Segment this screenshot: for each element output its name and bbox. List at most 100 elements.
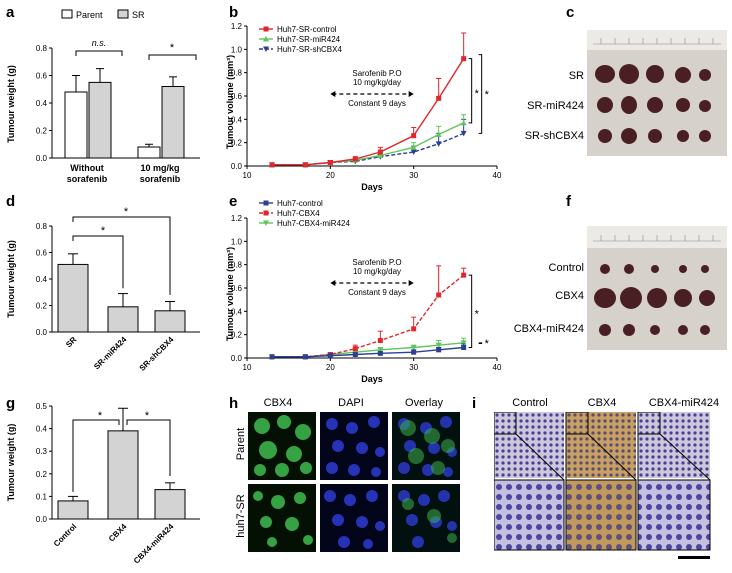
panel-label-h: h bbox=[229, 395, 239, 412]
chart-e-y-tick-label: 0.6 bbox=[231, 284, 243, 293]
chart-e-y-label: Tumour volume (mm³) bbox=[225, 247, 235, 341]
chart-b-point bbox=[436, 95, 442, 101]
chart-e-point bbox=[352, 352, 358, 357]
chart-b-series-line bbox=[272, 58, 465, 166]
chart-e-tumour-volume: 0.0 0.2 0.4 0.6 0.8 1.0 1.2 10 20 30 40 Days Tumour … bbox=[225, 199, 502, 384]
chart-b-y-tick-label: 0.4 bbox=[231, 115, 243, 124]
chart-e-point bbox=[377, 338, 383, 343]
chart-b-point bbox=[411, 133, 417, 139]
chart-b-x-label: Days bbox=[361, 182, 383, 192]
chart-b-series-line bbox=[272, 122, 464, 166]
chart-a-bar bbox=[64, 91, 88, 159]
chart-b-series-line bbox=[272, 132, 464, 166]
chart-e-x-tick-label: 10 bbox=[243, 363, 252, 372]
chart-d-bar bbox=[154, 310, 186, 333]
chart-b-legend-label: Huh7-SR-control bbox=[277, 25, 337, 34]
chart-e-x-tick-label: 30 bbox=[409, 363, 418, 372]
chart-e-annotation-arrowhead bbox=[408, 280, 414, 286]
chart-e-annotation-arrowhead bbox=[330, 280, 336, 286]
chart-b-point bbox=[410, 149, 417, 155]
photo-f-row-label-3: CBX4-miR424 bbox=[513, 323, 584, 335]
chart-b-legend-marker bbox=[263, 46, 269, 52]
panel-label-b: b bbox=[229, 4, 239, 21]
chart-e-annotation: Constant 9 days bbox=[348, 288, 406, 297]
chart-b-point bbox=[377, 152, 384, 158]
chart-e-legend-label: Huh7-control bbox=[277, 199, 323, 208]
chart-e-y-tick-label: 0.0 bbox=[231, 354, 243, 363]
chart-b-y-tick-label: 0.0 bbox=[231, 162, 243, 171]
chart-e-y-tick-label: 0.2 bbox=[231, 331, 243, 340]
chart-e-series-line bbox=[272, 346, 464, 358]
panel-label-d: d bbox=[6, 193, 16, 210]
chart-d-y-tick-label: 0.6 bbox=[36, 249, 48, 258]
chart-g-sig-label: * bbox=[145, 410, 150, 422]
chart-d-sig-bracket bbox=[72, 216, 171, 295]
chart-g-y-label: Tumour weight (g) bbox=[6, 424, 16, 502]
photo-f-row-label-2: CBX4 bbox=[555, 290, 584, 302]
tumour-photo-f bbox=[587, 226, 727, 350]
chart-e-legend-marker bbox=[263, 200, 269, 206]
ihc-col-label-3: CBX4-miR424 bbox=[648, 397, 720, 409]
chart-g-bar bbox=[57, 500, 89, 520]
chart-a-y-tick-label: 0.4 bbox=[36, 99, 48, 108]
chart-b-x-tick-label: 30 bbox=[409, 171, 418, 180]
chart-e-annotation: Sarofenib P.O bbox=[352, 258, 401, 267]
ihc-col-label-2: CBX4 bbox=[587, 397, 617, 409]
chart-d-x-tick-label: SR bbox=[64, 335, 78, 349]
panel-label-c: c bbox=[566, 4, 575, 21]
chart-b-point bbox=[435, 131, 442, 137]
chart-b-legend-marker bbox=[263, 36, 269, 42]
chart-e-annotation: 10 mg/kg/day bbox=[353, 267, 401, 276]
chart-e-y-tick-label: 0.8 bbox=[231, 261, 243, 270]
chart-b-sig-label: * bbox=[485, 89, 490, 101]
chart-a-y-tick-label: 0.0 bbox=[36, 154, 48, 163]
photo-c-row-label-1: SR bbox=[568, 70, 584, 82]
chart-b-annotation: 10 mg/kg/day bbox=[353, 78, 401, 87]
chart-g-sig-bracket bbox=[126, 419, 171, 477]
chart-a-x-tick-label: Without bbox=[70, 163, 103, 173]
chart-g-x-tick-label: CBX4-miR424 bbox=[132, 522, 176, 566]
chart-b-annotation: Constant 9 days bbox=[348, 99, 406, 108]
chart-g-x-tick-label: CBX4 bbox=[107, 522, 129, 544]
chart-g-x-tick-label: Control bbox=[52, 522, 78, 548]
chart-d-y-label: Tumour weight (g) bbox=[6, 240, 16, 318]
chart-e-sig-bracket bbox=[478, 342, 483, 344]
chart-e-legend-marker bbox=[263, 220, 269, 226]
chart-b-annotation-arrowhead bbox=[330, 91, 336, 97]
chart-b-sig-bracket bbox=[468, 58, 473, 124]
chart-e-x-tick-label: 20 bbox=[326, 363, 335, 372]
chart-e-point bbox=[410, 345, 417, 351]
chart-d-bar bbox=[107, 306, 139, 333]
microscopy-row-label-1-wrap: Parent bbox=[234, 412, 248, 480]
chart-e-point bbox=[436, 292, 442, 298]
chart-e-point bbox=[269, 354, 275, 360]
photo-c-row-label-2: SR-miR424 bbox=[527, 100, 584, 112]
chart-g-y-tick-label: 0.0 bbox=[36, 515, 48, 524]
ihc-staining-grid bbox=[494, 412, 711, 559]
chart-d-sig-label: * bbox=[124, 206, 129, 218]
chart-a-y-tick-label: 0.6 bbox=[36, 72, 48, 81]
chart-e-legend-marker bbox=[263, 210, 269, 216]
chart-a-sig-label: n.s. bbox=[92, 38, 107, 48]
chart-d-x-tick-label: SR-shCBX4 bbox=[138, 335, 176, 373]
fluorescence-microscopy-grid bbox=[248, 412, 460, 552]
chart-e-y-tick-label: 0.4 bbox=[231, 307, 243, 316]
chart-e-point bbox=[302, 354, 308, 360]
chart-e-point bbox=[461, 345, 467, 350]
chart-g-y-tick-label: 0.2 bbox=[36, 470, 48, 479]
chart-b-legend-label: Huh7-SR-shCBX4 bbox=[277, 45, 342, 54]
chart-e-point bbox=[377, 350, 383, 356]
chart-b-y-tick-label: 0.8 bbox=[231, 69, 243, 78]
chart-a-tumour-weight: 0.0 0.2 0.4 0.6 0.8 Tumour weight (g) Parent SR… bbox=[6, 9, 200, 184]
chart-a-bar bbox=[161, 86, 185, 159]
chart-b-point bbox=[302, 162, 308, 168]
chart-a-y-tick-label: 0.2 bbox=[36, 127, 48, 136]
chart-e-x-tick-label: 40 bbox=[493, 363, 502, 372]
chart-e-point bbox=[436, 347, 442, 353]
chart-a-x-tick-label: sorafenib bbox=[140, 174, 181, 184]
microscopy-row-label-2: huh7-SR bbox=[235, 494, 247, 538]
chart-g-bar bbox=[107, 430, 139, 520]
panel-label-g: g bbox=[6, 395, 16, 412]
chart-b-point bbox=[377, 149, 383, 155]
panel-label-a: a bbox=[6, 4, 15, 21]
